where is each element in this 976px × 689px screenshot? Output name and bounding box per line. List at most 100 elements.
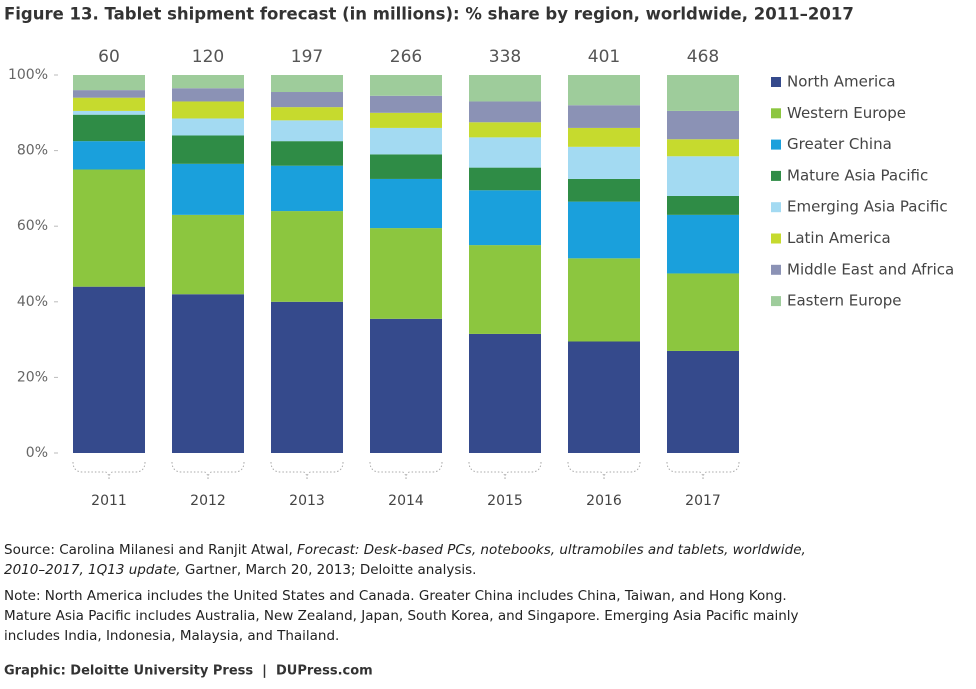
legend-label: Middle East and Africa <box>787 260 954 278</box>
bar-segment <box>172 163 244 215</box>
legend-label: Greater China <box>787 135 892 153</box>
source-text: Source: Carolina Milanesi and Ranjit Atw… <box>4 542 297 558</box>
x-tick-label: 2017 <box>685 493 721 509</box>
legend-swatch <box>771 296 781 307</box>
bar-segment <box>271 75 343 93</box>
total-label: 338 <box>489 47 521 67</box>
source-text: 2010–2017, 1Q13 update, <box>4 562 181 578</box>
y-tick-label: 40% <box>17 294 48 310</box>
bar-segment <box>667 75 739 111</box>
legend-swatch <box>771 77 781 87</box>
bar-segment <box>469 101 541 123</box>
chart-title: Figure 13. Tablet shipment forecast (in … <box>4 5 854 24</box>
brace <box>369 461 443 481</box>
bar-segment <box>172 75 244 89</box>
bar-segment <box>568 258 640 342</box>
bar-segment <box>271 211 343 302</box>
brace <box>72 461 146 481</box>
legend-swatch <box>771 139 781 150</box>
x-tick-label: 2016 <box>586 493 622 509</box>
bar-segment <box>667 156 739 196</box>
bar-segment <box>568 75 640 106</box>
bar-segment <box>370 318 442 453</box>
note-line: includes India, Indonesia, Malaysia, and… <box>4 628 339 644</box>
x-tick-label: 2011 <box>91 493 127 509</box>
total-label: 266 <box>390 47 422 67</box>
y-tick-label: 100% <box>8 67 48 83</box>
total-label: 120 <box>192 47 224 67</box>
bar-segment <box>469 122 541 138</box>
bar-segment <box>469 75 541 102</box>
y-tick-label: 60% <box>17 218 48 234</box>
bar-segment <box>667 350 739 453</box>
credit: Graphic: Deloitte University Press | DUP… <box>4 664 373 679</box>
y-tick-label: 80% <box>17 143 48 159</box>
legend-label: Mature Asia Pacific <box>787 166 928 184</box>
bar-segment <box>370 112 442 128</box>
legend-swatch <box>771 108 781 119</box>
note-line: Note: North America includes the United … <box>4 588 787 604</box>
bar-segment <box>172 294 244 453</box>
source-text: Forecast: Desk-based PCs, notebooks, ult… <box>297 542 806 558</box>
bar-segment <box>271 165 343 212</box>
bar-segment <box>469 333 541 453</box>
x-tick-label: 2014 <box>388 493 424 509</box>
bar-segment <box>469 190 541 246</box>
bar-segment <box>469 245 541 334</box>
legend-label: Latin America <box>787 229 891 247</box>
bar-segment <box>469 137 541 168</box>
bar-segment <box>73 141 145 170</box>
total-label: 197 <box>291 47 323 67</box>
bar-segment <box>568 146 640 179</box>
total-label: 401 <box>588 47 620 67</box>
total-label: 60 <box>98 47 120 67</box>
y-tick-label: 0% <box>26 445 48 461</box>
bar-segment <box>370 228 442 319</box>
bar-segment <box>667 214 739 274</box>
bar-segment <box>73 110 145 115</box>
bar-segment <box>271 107 343 121</box>
bar-segment <box>73 97 145 111</box>
brace <box>468 461 542 481</box>
bar-segment <box>172 214 244 295</box>
bar-segment <box>271 92 343 108</box>
bar-segment <box>469 167 541 191</box>
bar-segment <box>73 90 145 98</box>
source-line: 2010–2017, 1Q13 update, Gartner, March 2… <box>4 562 476 578</box>
bar-segment <box>568 105 640 128</box>
legend-swatch <box>771 233 781 244</box>
bar-segment <box>667 273 739 351</box>
bar-segment <box>568 341 640 453</box>
bar-segment <box>271 141 343 166</box>
bar-segment <box>667 195 739 215</box>
x-tick-label: 2015 <box>487 493 523 509</box>
total-label: 468 <box>687 47 719 67</box>
bar-segment <box>667 139 739 157</box>
bar-segment <box>172 88 244 102</box>
brace <box>171 461 245 481</box>
bar-segment <box>271 301 343 453</box>
x-tick-label: 2013 <box>289 493 325 509</box>
bar-segment <box>568 178 640 202</box>
bar-segment <box>370 127 442 155</box>
source-text: Gartner, March 20, 2013; Deloitte analys… <box>181 562 477 578</box>
bar-segment <box>172 135 244 164</box>
legend-swatch <box>771 264 781 275</box>
legend-swatch <box>771 170 781 181</box>
bar-segment <box>568 127 640 147</box>
bar-segment <box>370 154 442 179</box>
legend-label: Emerging Asia Pacific <box>787 198 948 216</box>
note-line: Mature Asia Pacific includes Australia, … <box>4 608 799 624</box>
y-tick-label: 20% <box>17 369 48 385</box>
source-line: Source: Carolina Milanesi and Ranjit Atw… <box>4 542 806 558</box>
bar-segment <box>370 95 442 113</box>
bar-segment <box>370 178 442 229</box>
bar-segment <box>667 110 739 140</box>
legend-label: North America <box>787 73 896 91</box>
bar-segment <box>73 169 145 287</box>
bar-segment <box>73 286 145 453</box>
bar-segment <box>568 201 640 259</box>
legend-label: Western Europe <box>787 104 906 122</box>
bar-segment <box>271 120 343 142</box>
